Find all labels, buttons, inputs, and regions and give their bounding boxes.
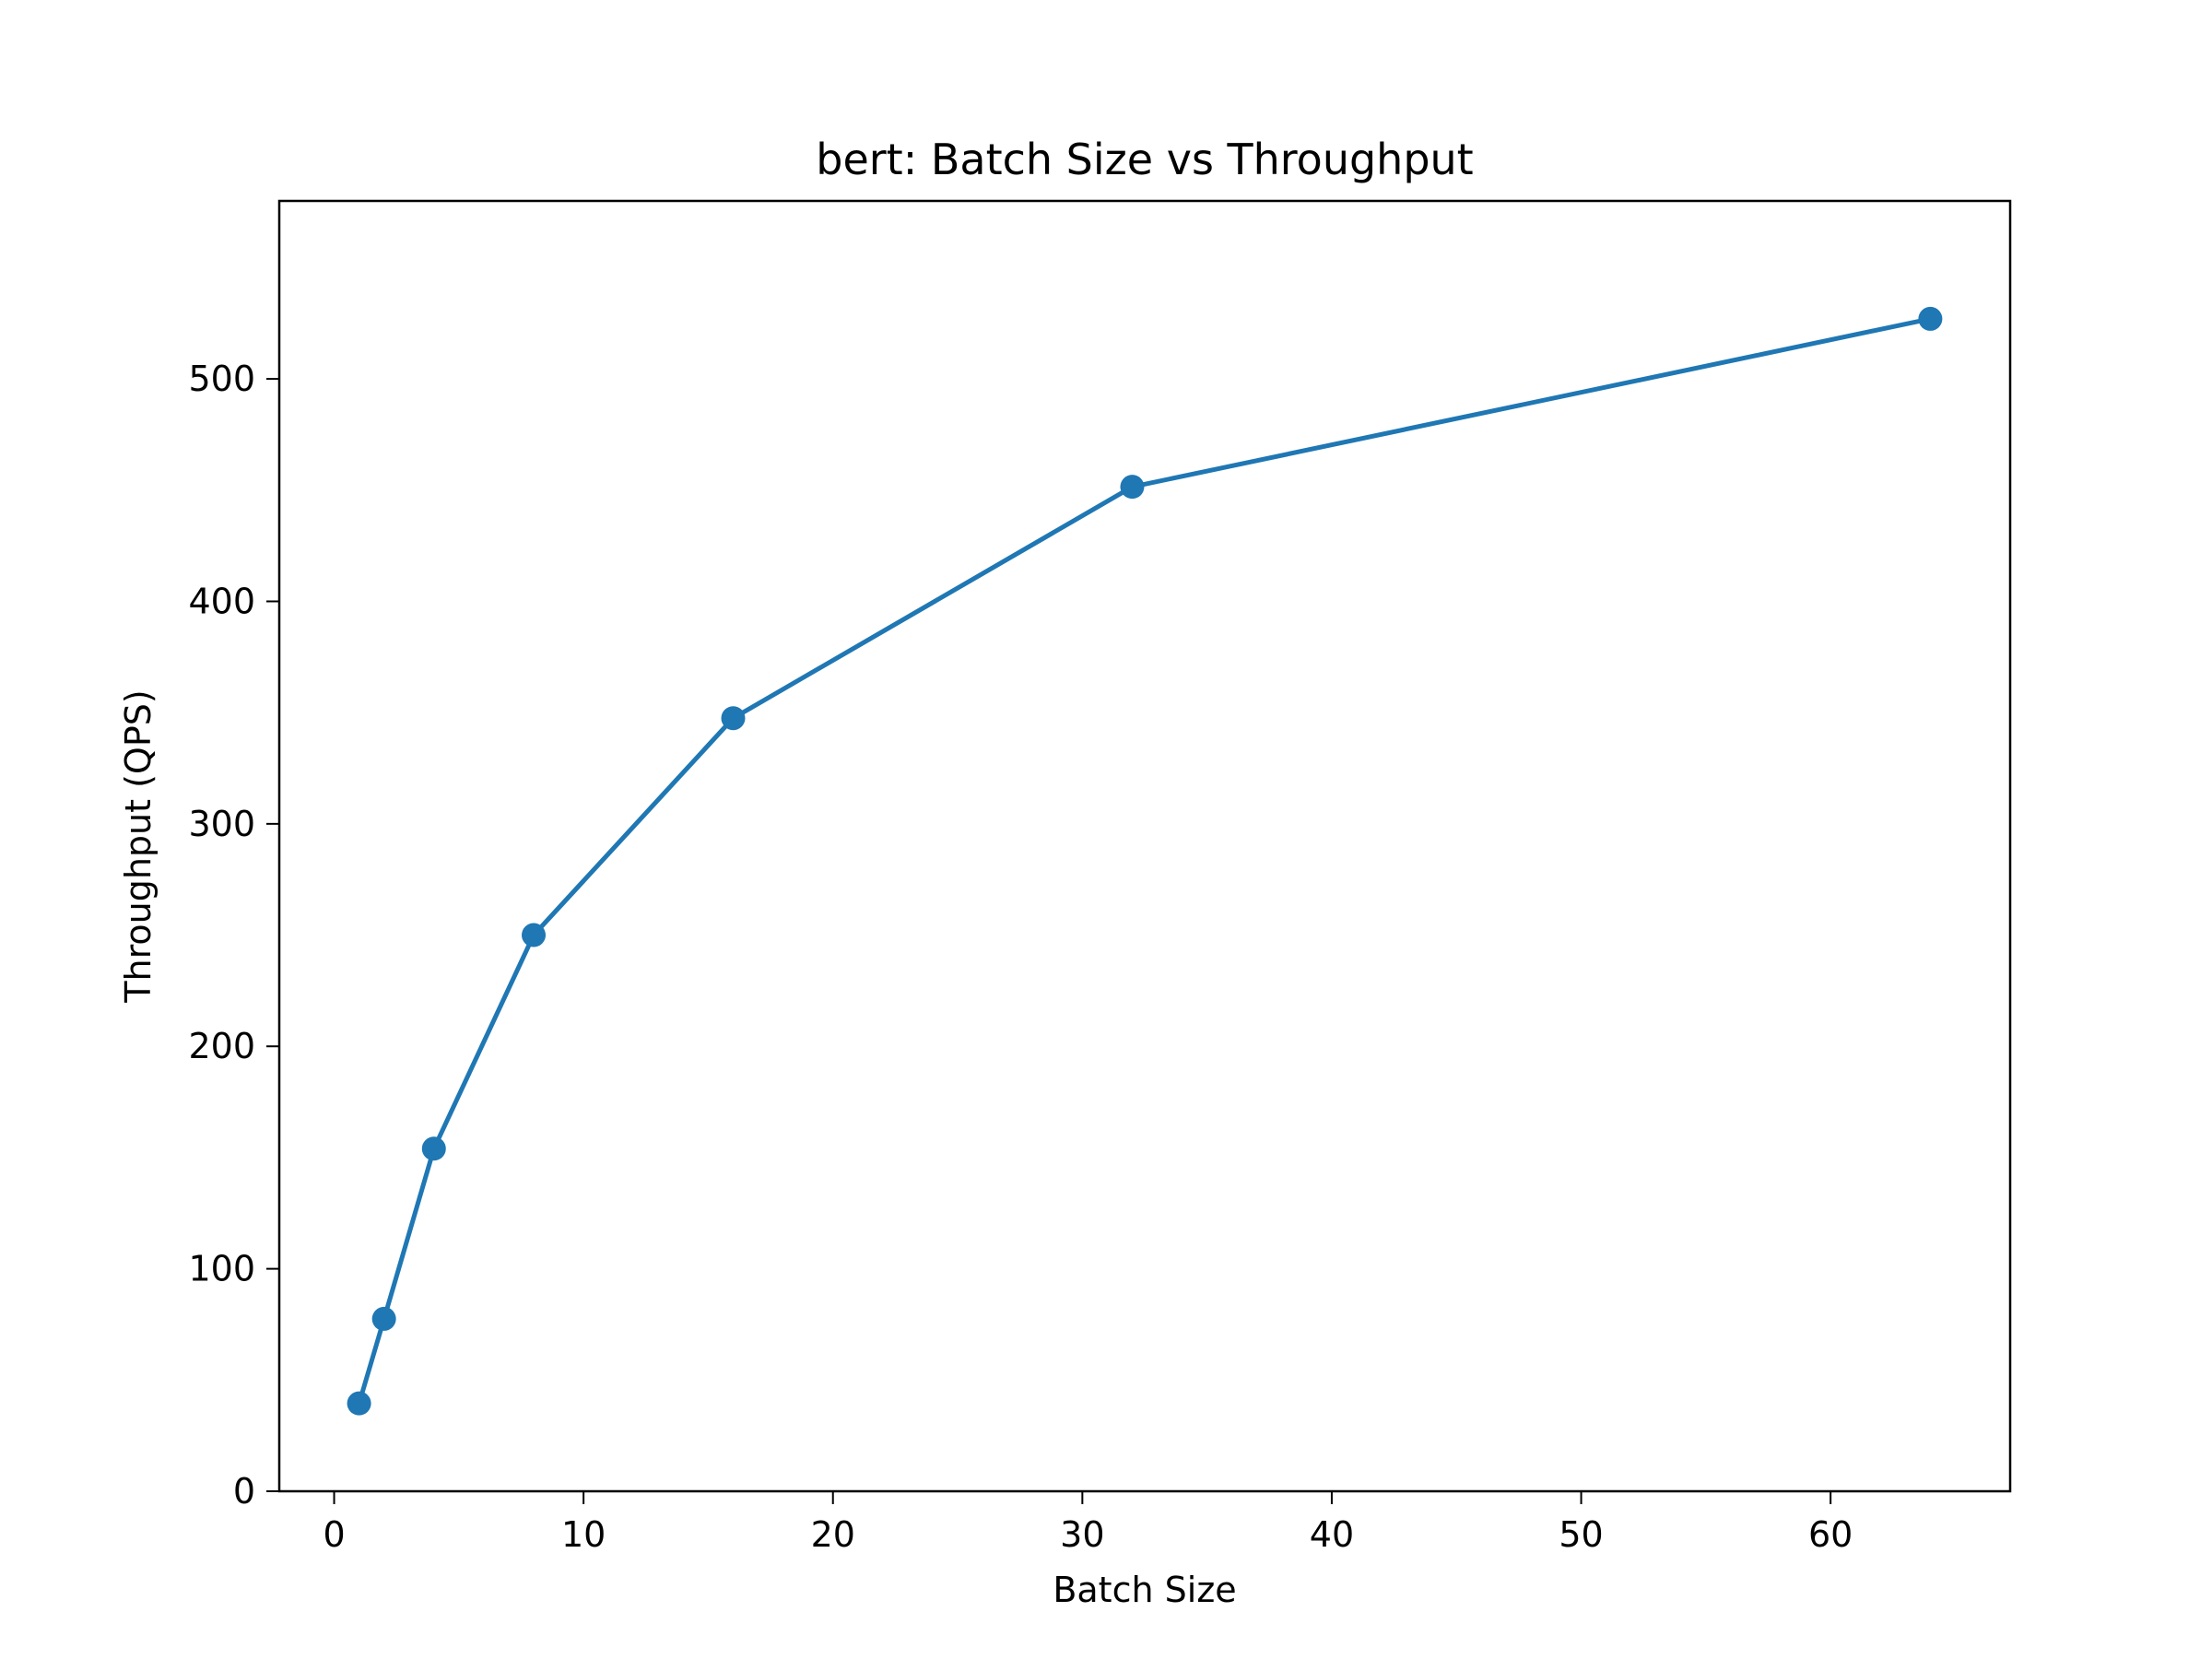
x-tick-label: 60 (1808, 1514, 1853, 1555)
data-point (1120, 475, 1145, 500)
x-axis-label: Batch Size (1053, 1570, 1236, 1610)
y-tick-label: 200 (188, 1026, 255, 1066)
x-tick-label: 20 (811, 1514, 855, 1555)
y-tick-label: 0 (233, 1471, 255, 1512)
x-tick-label: 10 (561, 1514, 606, 1555)
x-tick-label: 30 (1060, 1514, 1104, 1555)
y-axis-label: Throughput (QPS) (118, 689, 159, 1003)
y-tick-label: 300 (188, 804, 255, 844)
y-tick-label: 100 (188, 1249, 255, 1289)
y-tick-label: 500 (188, 359, 255, 399)
plot-frame (277, 199, 2012, 1493)
x-axis-ticks: 0 10 20 30 40 50 60 (323, 1491, 1853, 1555)
data-point (347, 1391, 371, 1416)
x-tick-label: 40 (1310, 1514, 1354, 1555)
data-point (371, 1306, 396, 1331)
data-point (721, 706, 746, 731)
data-point (522, 923, 547, 947)
y-tick-label: 400 (188, 581, 255, 621)
plot-area (347, 306, 1943, 1416)
y-axis-ticks: 0 100 200 300 400 500 (188, 359, 279, 1512)
data-point (1918, 306, 1943, 331)
x-tick-label: 0 (323, 1514, 345, 1555)
data-point (421, 1136, 446, 1161)
chart-title: bert: Batch Size vs Throughput (816, 135, 1473, 184)
x-tick-label: 50 (1559, 1514, 1603, 1555)
